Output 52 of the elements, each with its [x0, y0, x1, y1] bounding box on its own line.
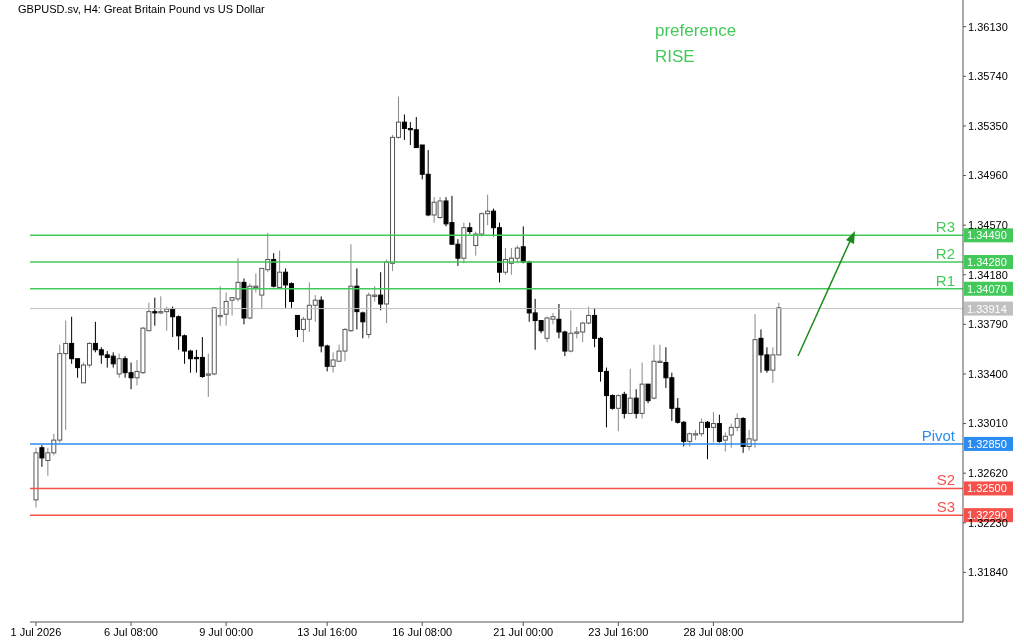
text: 1.32850 [967, 437, 1007, 450]
candlestick [520, 225, 526, 264]
y-tick-label: 1.31840 [968, 566, 1008, 579]
ref-line-label: S2 [936, 471, 955, 489]
candlestick [722, 431, 728, 453]
ref-line-label: S3 [936, 498, 955, 516]
candlestick [360, 311, 366, 339]
y-tick-label: 1.35740 [968, 70, 1008, 83]
annotation: preference [655, 21, 737, 41]
x-tick-label: 21 Jul 00:00 [493, 625, 554, 638]
candlestick [710, 411, 716, 444]
y-tick-label: 1.34180 [968, 268, 1008, 281]
ref-line-label: Pivot [921, 426, 956, 444]
candlestick [615, 393, 621, 432]
candlestick [645, 383, 651, 404]
ref-line-label: R3 [935, 218, 955, 236]
candlestick [152, 297, 158, 327]
candlestick [627, 368, 633, 414]
text: 1.34490 [967, 229, 1007, 242]
candlestick [277, 250, 283, 288]
x-tick-label: 9 Jul 00:00 [199, 625, 254, 638]
candlestick [378, 271, 384, 311]
x-tick-label: 16 Jul 08:00 [392, 625, 453, 638]
text: 1.33914 [967, 302, 1007, 315]
y-tick-label: 1.32620 [968, 467, 1008, 480]
y-tick-label: 1.33400 [968, 367, 1008, 380]
text: 1.32500 [967, 482, 1007, 495]
candlestick [294, 314, 300, 338]
y-tick-label: 1.33790 [968, 318, 1008, 331]
candlestick [704, 420, 710, 460]
x-tick-label: 6 Jul 08:00 [104, 625, 158, 638]
ref-line-label: R1 [935, 271, 955, 289]
candlestick [223, 292, 229, 327]
x-tick-label: 1 Jul 2026 [10, 625, 62, 638]
ref-line-label: R2 [935, 245, 955, 263]
text: 1.34280 [967, 256, 1007, 269]
y-tick-label: 1.35350 [968, 119, 1008, 132]
y-tick-label: 1.34570 [968, 219, 1008, 232]
y-tick-label: 1.36130 [968, 20, 1008, 33]
y-tick-label: 1.34960 [968, 169, 1008, 182]
x-tick-label: 28 Jul 08:00 [683, 625, 744, 638]
candlestick [39, 444, 45, 468]
candlestick [633, 388, 639, 419]
chart-title: GBPUSD.sv, H4: Great Britain Pound vs US Dollar [18, 3, 265, 15]
text: 1.34070 [967, 282, 1007, 295]
annotation: RISE [655, 47, 695, 67]
x-tick-label: 13 Jul 16:00 [297, 625, 358, 638]
y-tick-label: 1.33010 [968, 417, 1008, 430]
candlestick [116, 353, 122, 379]
x-tick-label: 23 Jul 16:00 [588, 625, 649, 638]
candlestick [621, 391, 627, 419]
candlestick [716, 414, 722, 444]
